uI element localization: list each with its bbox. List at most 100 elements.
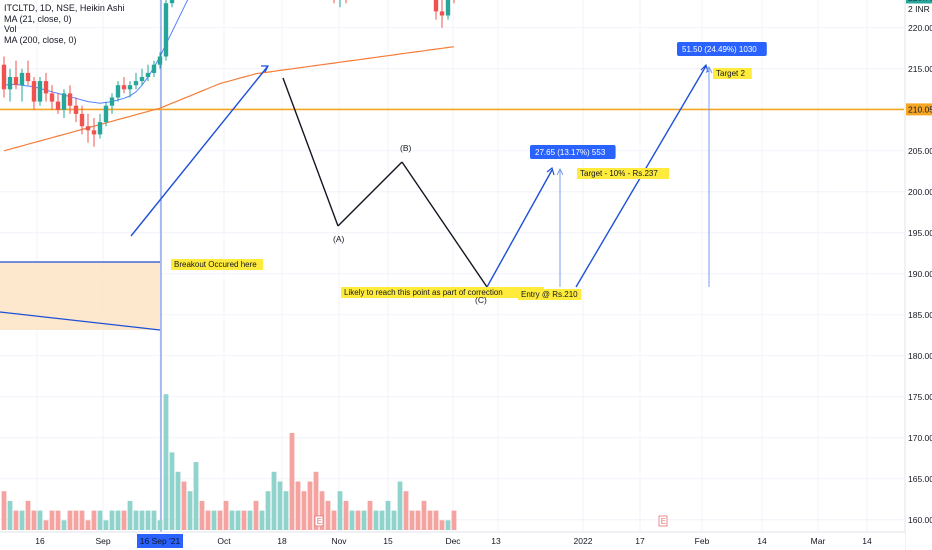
candle — [109, 93, 115, 114]
volume-bar — [439, 520, 445, 530]
event-marker: E — [661, 517, 666, 526]
volume-bar — [391, 510, 397, 530]
volume-bar — [295, 481, 301, 530]
candle-body — [13, 77, 19, 86]
wave-b-label: (B) — [400, 143, 412, 153]
volume-bar — [337, 491, 343, 530]
time-tick-label: 16 Sep '21 — [140, 536, 181, 546]
volume-bar — [55, 510, 61, 530]
price-tick-label: 170.00 — [908, 433, 932, 443]
wave-c-label: (C) — [475, 295, 487, 305]
wave-a-line — [282, 77, 339, 227]
candle — [13, 60, 19, 90]
volume-bar — [433, 510, 439, 530]
volume-bar — [187, 491, 193, 530]
drawings — [130, 63, 713, 288]
wave-b-line — [337, 161, 403, 227]
candle-body — [55, 101, 61, 110]
candle — [439, 0, 445, 28]
arrow-head — [556, 167, 564, 176]
legend-vol[interactable]: Vol — [4, 24, 17, 34]
candle-body — [67, 93, 73, 106]
volume-bar — [409, 510, 415, 530]
candle — [103, 101, 109, 127]
volume-bar — [217, 510, 223, 530]
volume-bar — [127, 500, 133, 530]
candle — [151, 60, 157, 77]
time-tick-label: 14 — [862, 536, 872, 546]
measure2-label: 51.50 (24.49%) 1030 — [682, 45, 757, 54]
time-tick-label: Feb — [695, 536, 710, 546]
volume-bar — [157, 520, 163, 530]
candle-body — [127, 85, 133, 90]
price-tick-label: 195.00 — [908, 228, 932, 238]
volume-bar — [163, 394, 169, 530]
candle — [7, 68, 13, 102]
measure1-label: 27.65 (13.17%) 553 — [535, 148, 606, 157]
volume-bar — [97, 510, 103, 530]
volume-bar — [229, 510, 235, 530]
legend-symbol[interactable]: ITCLTD, 1D, NSE, Heikin Ashi — [4, 3, 125, 13]
candle-body — [91, 130, 97, 135]
candle — [157, 52, 163, 69]
candle — [333, 0, 335, 4]
candle — [115, 81, 121, 102]
volume-bar — [181, 481, 187, 530]
candles — [1, 0, 455, 147]
price-tag-bg — [906, 0, 932, 4]
legend-ma21[interactable]: MA (21, close, 0) — [4, 13, 72, 24]
volume-bar — [13, 510, 19, 530]
wave-c-line — [401, 161, 488, 288]
volume-bars — [1, 394, 457, 530]
candle-body — [133, 81, 139, 86]
legend-ma200[interactable]: MA (200, close, 0) — [4, 34, 77, 45]
target2-label: Target 2 — [716, 69, 745, 78]
price-tick-label: 180.00 — [908, 351, 932, 361]
volume-bar — [31, 510, 37, 530]
event-marker-bg — [314, 515, 324, 527]
volume-bar — [67, 510, 73, 530]
measure2-label-bg — [677, 42, 767, 56]
candle-body — [103, 105, 109, 123]
zone-bottom-line — [0, 311, 161, 331]
candle — [61, 89, 67, 118]
candle-body — [43, 81, 49, 94]
time-tick-label: 14 — [757, 536, 767, 546]
arrow-head — [261, 65, 269, 73]
volume-bar — [199, 500, 205, 530]
consolidation-box — [0, 262, 160, 330]
candle — [97, 113, 103, 139]
time-tick-label: Sep — [95, 536, 110, 546]
candle-body — [151, 64, 157, 73]
volume-bar — [151, 510, 157, 530]
volume-bar — [373, 510, 379, 530]
time-axis-bg — [0, 532, 905, 550]
time-highlight-bg — [137, 534, 183, 548]
price-tick-label: 220.00 — [908, 23, 932, 33]
price-axis: 2 INR155.00160.00165.00170.00175.00180.0… — [904, 0, 932, 550]
candle — [73, 97, 79, 123]
candle — [19, 68, 25, 102]
legend: ITCLTD, 1D, NSE, Heikin Ashi MA (21, clo… — [4, 3, 124, 45]
candle — [345, 0, 347, 4]
moving-averages — [3, 0, 455, 152]
target2-label-bg — [713, 68, 752, 79]
candle-body — [433, 0, 439, 12]
volume-bar — [25, 500, 31, 530]
time-tick-label: 13 — [491, 536, 501, 546]
time-tick-label: Oct — [217, 536, 231, 546]
candle — [339, 0, 341, 8]
price-tick-label: 165.00 — [908, 474, 932, 484]
volume-bar — [331, 510, 337, 530]
volume-bar — [283, 491, 289, 530]
candle — [85, 113, 91, 143]
time-tick-label: 17 — [635, 536, 645, 546]
entry-label: Entry @ Rs.210 — [521, 290, 578, 299]
volume-bar — [223, 500, 229, 530]
volume-bar — [349, 510, 355, 530]
consolidation-zone — [0, 0, 162, 532]
candle — [139, 68, 145, 86]
entry-label-bg — [518, 289, 582, 300]
